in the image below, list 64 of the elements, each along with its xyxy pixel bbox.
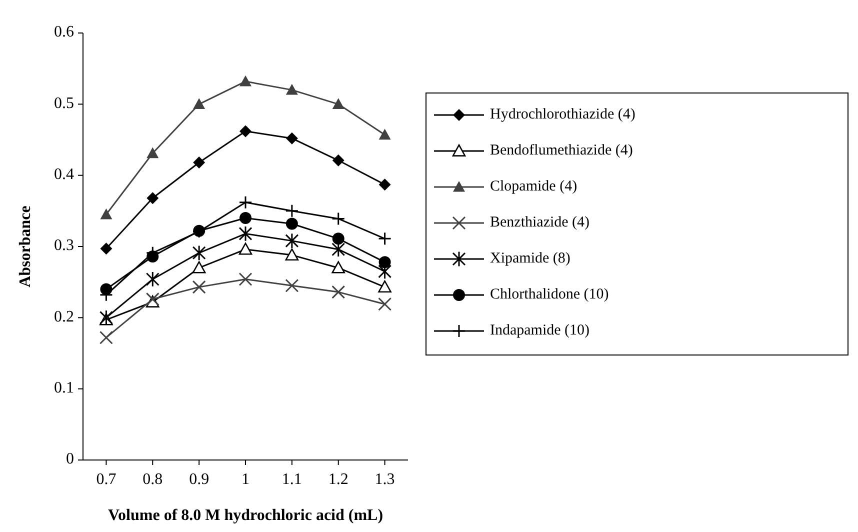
x-tick-label: 1.1 [282,471,302,488]
y-tick-label: 0.6 [54,24,74,41]
point [285,248,299,260]
point [332,241,346,258]
point [146,192,159,204]
legend-label: Indapamide (10) [490,322,590,338]
point [332,261,346,274]
legend-label: Bendoflumethiazide (4) [490,142,633,158]
point [240,125,252,138]
point [146,292,160,306]
point [240,75,252,86]
point [378,178,391,191]
point [332,154,344,166]
y-tick-label: 0.5 [54,94,74,112]
y-tick-label: 0.3 [54,237,74,254]
legend-label: Chlorthalidone (10) [490,286,609,302]
y-tick-label: 0 [66,450,74,468]
point [378,128,391,140]
x-axis-title: Volume of 8.0 M hydrochloric acid (mL) [108,507,384,524]
x-tick-label: 0.9 [189,471,210,488]
point [285,278,299,292]
point [238,242,252,255]
point [378,297,392,311]
point [332,232,344,245]
legend-label: Clopamide (4) [490,178,578,194]
point [286,132,298,144]
point [192,280,206,294]
point [378,256,391,268]
x-tick-label: 1 [242,471,250,488]
legend-label: Benzthiazide (4) [490,214,590,230]
legend-label: Xipamide (8) [490,250,570,266]
point [192,244,206,261]
legend-label: Hydrochlorothiazide (4) [490,106,636,122]
point [378,263,392,280]
point [240,212,252,224]
point [100,208,112,220]
point [332,98,344,109]
point [238,272,252,286]
x-tick-label: 0.7 [96,471,116,488]
point [193,98,206,109]
point [193,156,206,169]
point [285,232,299,249]
x-tick-label: 1.3 [374,471,395,488]
point [146,271,160,288]
y-tick-label: 0.2 [54,308,74,326]
x-tick-label: 0.8 [142,471,163,488]
point [192,261,206,274]
y-tick-label: 0.4 [54,166,74,184]
point [99,310,113,326]
point [238,196,252,210]
point [285,204,299,218]
y-axis-title: Absorbance [17,206,34,288]
point [332,285,346,299]
y-tick-label: 0.1 [54,380,74,397]
point [146,147,159,158]
point [378,232,392,246]
x-tick-label: 1.2 [328,471,348,488]
point [238,226,252,242]
point [100,242,112,255]
point [378,280,392,293]
point [286,218,298,230]
point [99,330,113,344]
point [332,212,346,226]
point [286,84,298,95]
